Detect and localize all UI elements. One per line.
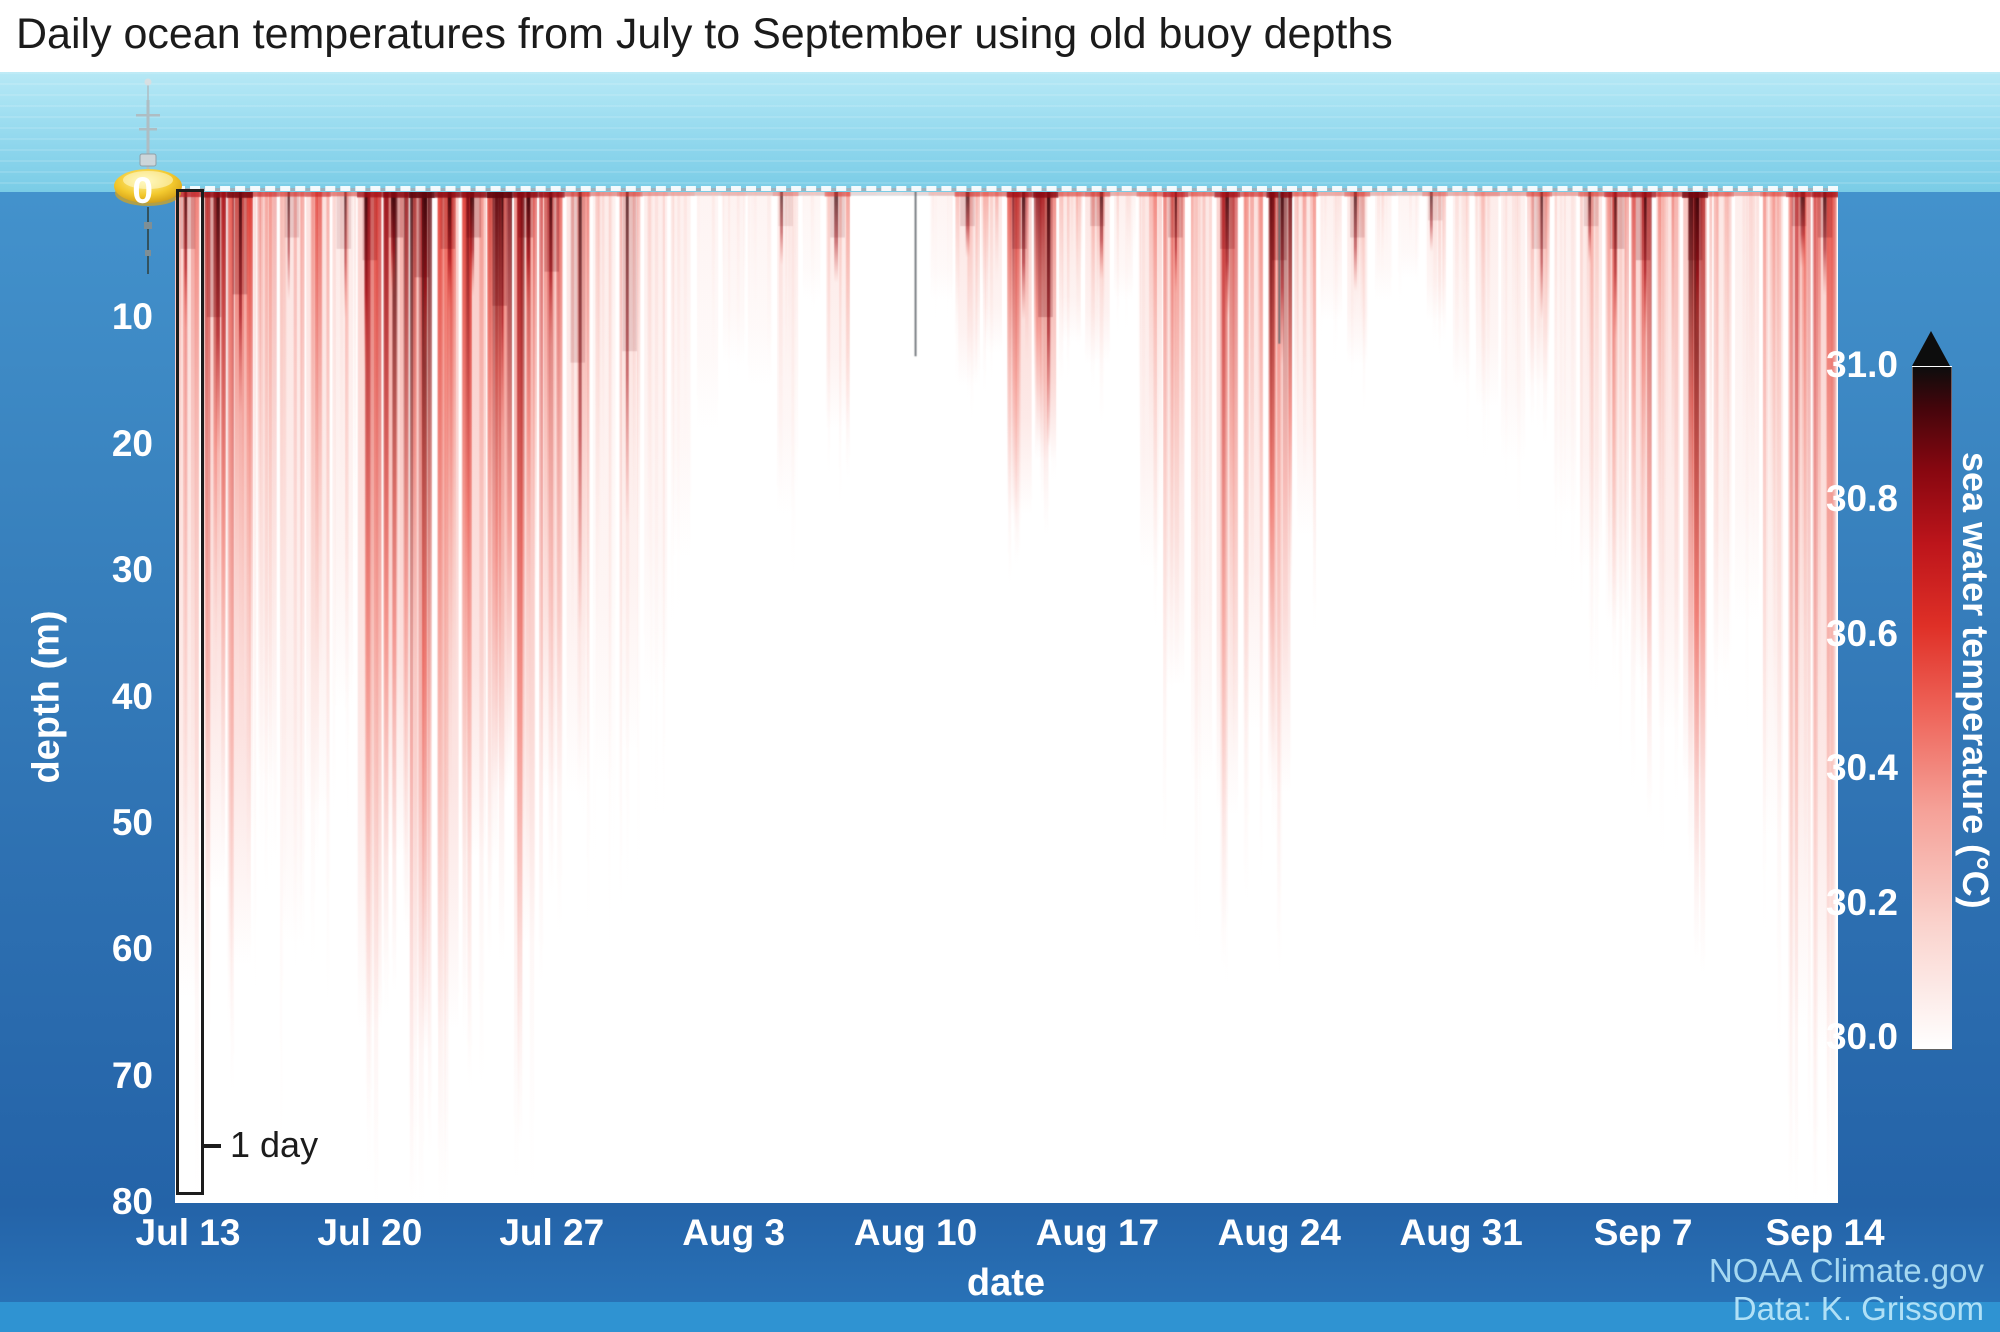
x-tick-label: Jul 27 bbox=[499, 1212, 605, 1253]
mast-crossbar bbox=[139, 128, 157, 131]
one-day-label: 1 day bbox=[230, 1124, 319, 1165]
y-axis-title: depth (m) bbox=[25, 610, 68, 784]
bottom-water-band bbox=[0, 1302, 2000, 1332]
credit-data: Data: K. Grissom bbox=[1732, 1290, 1984, 1327]
x-tick-label: Aug 3 bbox=[682, 1212, 786, 1253]
antenna-tip bbox=[144, 78, 152, 86]
x-tick-label: Aug 31 bbox=[1399, 1212, 1523, 1253]
x-tick-label: Aug 24 bbox=[1217, 1212, 1341, 1253]
colorbar-tick-label: 31.0 bbox=[1825, 344, 1898, 385]
y-tick-label: 0 bbox=[132, 170, 153, 211]
colorbar-tick-label: 30.2 bbox=[1825, 881, 1898, 923]
instrument-box bbox=[139, 153, 157, 167]
colorbar-tick-label: 30.8 bbox=[1825, 478, 1898, 520]
y-tick-label: 50 bbox=[111, 801, 153, 843]
x-tick-label: Jul 13 bbox=[135, 1212, 241, 1253]
x-tick-label: Jul 20 bbox=[317, 1212, 423, 1253]
sea-surface-band bbox=[0, 72, 2000, 192]
colorbar-title: sea water temperature (°C) bbox=[1955, 452, 1996, 909]
colorbar-tick-label: 30.0 bbox=[1825, 1016, 1898, 1057]
mooring-instrument bbox=[145, 250, 151, 256]
x-tick-label: Sep 7 bbox=[1593, 1212, 1693, 1253]
y-tick-label: 30 bbox=[111, 549, 153, 591]
y-tick-label: 40 bbox=[111, 675, 153, 717]
x-tick-label: Sep 14 bbox=[1765, 1212, 1885, 1253]
x-tick-label: Aug 10 bbox=[853, 1212, 978, 1253]
one-day-highlight-rect bbox=[176, 189, 204, 1195]
y-tick-label: 60 bbox=[111, 928, 153, 970]
credits: NOAA Climate.gov Data: K. Grissom bbox=[1709, 1252, 1984, 1328]
x-tick-label: Aug 17 bbox=[1035, 1212, 1160, 1253]
chart-title: Daily ocean temperatures from July to Se… bbox=[16, 10, 1393, 58]
colorbar-arrow-cap bbox=[1912, 331, 1950, 366]
buoy-highlight bbox=[123, 171, 173, 189]
buoy-icon bbox=[114, 78, 182, 274]
y-tick-label: 20 bbox=[111, 422, 153, 464]
y-tick-label: 70 bbox=[111, 1054, 153, 1096]
heatmap-canvas bbox=[175, 192, 1838, 1203]
mast bbox=[146, 100, 150, 172]
colorbar-gradient bbox=[1912, 366, 1952, 1050]
credit-source: NOAA Climate.gov bbox=[1708, 1252, 1984, 1289]
colorbar-tick-label: 30.6 bbox=[1825, 612, 1898, 654]
title-bar: Daily ocean temperatures from July to Se… bbox=[0, 0, 2000, 72]
one-day-tick bbox=[201, 1144, 221, 1148]
y-tick-label: 10 bbox=[111, 296, 153, 338]
surface-dashed-line bbox=[175, 186, 1838, 191]
mast-crossbar bbox=[136, 114, 160, 117]
mooring-instrument bbox=[144, 222, 152, 229]
colorbar-tick-label: 30.4 bbox=[1825, 747, 1898, 789]
y-tick-label: 80 bbox=[111, 1181, 153, 1222]
x-axis-title: date bbox=[966, 1262, 1046, 1304]
